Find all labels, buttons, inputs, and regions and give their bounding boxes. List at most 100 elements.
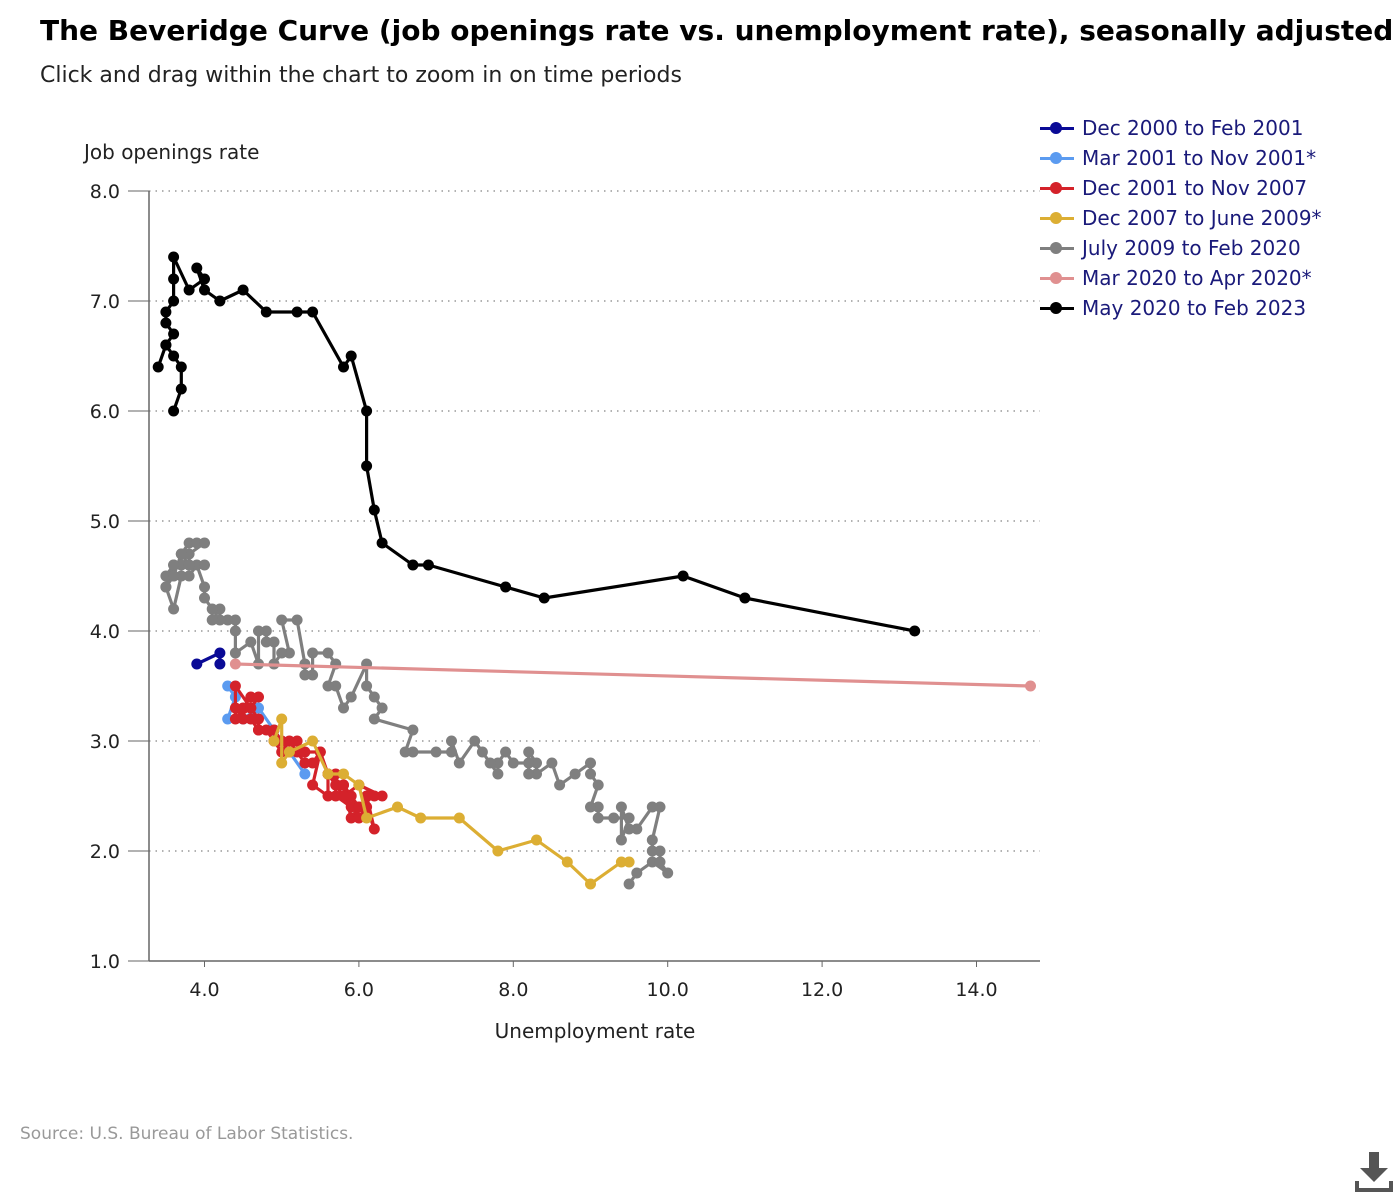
data-point[interactable] — [345, 691, 357, 703]
data-point[interactable] — [160, 581, 172, 593]
data-point[interactable] — [299, 669, 311, 681]
data-point[interactable] — [492, 757, 504, 769]
data-point[interactable] — [492, 845, 504, 857]
legend-item-may-2020-to-feb-2023[interactable]: May 2020 to Feb 2023 — [1040, 293, 1390, 323]
data-point[interactable] — [260, 625, 272, 637]
data-point[interactable] — [168, 559, 180, 571]
data-point[interactable] — [646, 845, 658, 857]
data-point[interactable] — [330, 779, 342, 791]
data-point[interactable] — [361, 405, 373, 417]
data-point[interactable] — [168, 328, 180, 340]
data-point[interactable] — [623, 878, 635, 890]
data-point[interactable] — [183, 548, 195, 560]
data-point[interactable] — [199, 273, 210, 285]
data-point[interactable] — [253, 625, 264, 637]
data-point[interactable] — [214, 603, 226, 615]
data-point[interactable] — [523, 757, 535, 769]
data-point[interactable] — [199, 537, 210, 549]
data-point[interactable] — [615, 801, 627, 813]
data-point[interactable] — [484, 757, 496, 769]
data-point[interactable] — [214, 647, 226, 659]
data-point[interactable] — [407, 746, 419, 758]
data-point[interactable] — [492, 768, 504, 780]
data-point[interactable] — [245, 713, 257, 725]
data-point[interactable] — [376, 702, 388, 714]
data-point[interactable] — [276, 614, 288, 626]
data-point[interactable] — [376, 790, 388, 802]
data-point[interactable] — [500, 746, 512, 758]
data-point[interactable] — [623, 812, 635, 824]
data-point[interactable] — [183, 537, 195, 549]
data-point[interactable] — [307, 669, 319, 681]
data-point[interactable] — [368, 504, 380, 516]
data-point[interactable] — [307, 779, 319, 791]
data-point[interactable] — [592, 812, 604, 824]
data-point[interactable] — [546, 757, 558, 769]
data-point[interactable] — [299, 746, 311, 758]
data-point[interactable] — [368, 790, 380, 802]
data-point[interactable] — [623, 856, 635, 868]
data-point[interactable] — [199, 284, 210, 296]
data-point[interactable] — [507, 757, 519, 769]
data-point[interactable] — [175, 559, 187, 571]
data-point[interactable] — [307, 757, 319, 769]
data-point[interactable] — [175, 548, 187, 560]
data-point[interactable] — [206, 614, 218, 626]
series-july-2009-to-feb-2020[interactable] — [160, 537, 674, 890]
data-point[interactable] — [654, 845, 666, 857]
data-point[interactable] — [662, 867, 674, 879]
data-point[interactable] — [183, 559, 195, 571]
data-point[interactable] — [654, 801, 666, 813]
data-point[interactable] — [631, 867, 643, 879]
data-point[interactable] — [368, 713, 380, 725]
data-point[interactable] — [531, 768, 542, 780]
data-point[interactable] — [276, 713, 288, 725]
data-point[interactable] — [268, 636, 280, 648]
data-point[interactable] — [276, 647, 288, 659]
data-point[interactable] — [322, 790, 334, 802]
data-point[interactable] — [268, 735, 280, 747]
data-point[interactable] — [361, 790, 373, 802]
series-mar-2020-to-apr-2020[interactable] — [229, 658, 1036, 692]
data-point[interactable] — [237, 713, 249, 725]
data-point[interactable] — [214, 658, 226, 670]
data-point[interactable] — [608, 812, 620, 824]
data-point[interactable] — [430, 746, 442, 758]
data-point[interactable] — [531, 757, 542, 769]
data-point[interactable] — [175, 570, 187, 582]
data-point[interactable] — [739, 592, 751, 604]
data-point[interactable] — [291, 735, 303, 747]
data-point[interactable] — [291, 306, 303, 318]
data-point[interactable] — [330, 790, 342, 802]
data-point[interactable] — [615, 856, 627, 868]
data-point[interactable] — [229, 658, 241, 670]
data-point[interactable] — [214, 614, 226, 626]
data-point[interactable] — [307, 647, 319, 659]
data-point[interactable] — [322, 680, 334, 692]
data-point[interactable] — [299, 658, 311, 670]
data-point[interactable] — [222, 614, 234, 626]
series-dec-2007-to-june-2009[interactable] — [268, 713, 635, 890]
data-point[interactable] — [446, 735, 457, 747]
data-point[interactable] — [283, 647, 295, 659]
data-point[interactable] — [283, 735, 295, 747]
data-point[interactable] — [222, 680, 234, 692]
data-point[interactable] — [446, 746, 457, 758]
data-point[interactable] — [407, 559, 419, 571]
legend-item-dec-2001-to-nov-2007[interactable]: Dec 2001 to Nov 2007 — [1040, 173, 1390, 203]
download-button[interactable] — [1352, 1150, 1396, 1194]
data-point[interactable] — [345, 812, 357, 824]
data-point[interactable] — [168, 295, 180, 307]
data-point[interactable] — [260, 636, 272, 648]
data-point[interactable] — [376, 537, 388, 549]
data-point[interactable] — [253, 713, 264, 725]
data-point[interactable] — [338, 702, 349, 714]
data-point[interactable] — [183, 570, 195, 582]
data-point[interactable] — [291, 614, 303, 626]
data-point[interactable] — [175, 361, 187, 373]
data-point[interactable] — [183, 284, 195, 296]
data-point[interactable] — [260, 306, 272, 318]
data-point[interactable] — [531, 834, 542, 846]
data-point[interactable] — [345, 350, 357, 362]
data-point[interactable] — [199, 559, 210, 571]
